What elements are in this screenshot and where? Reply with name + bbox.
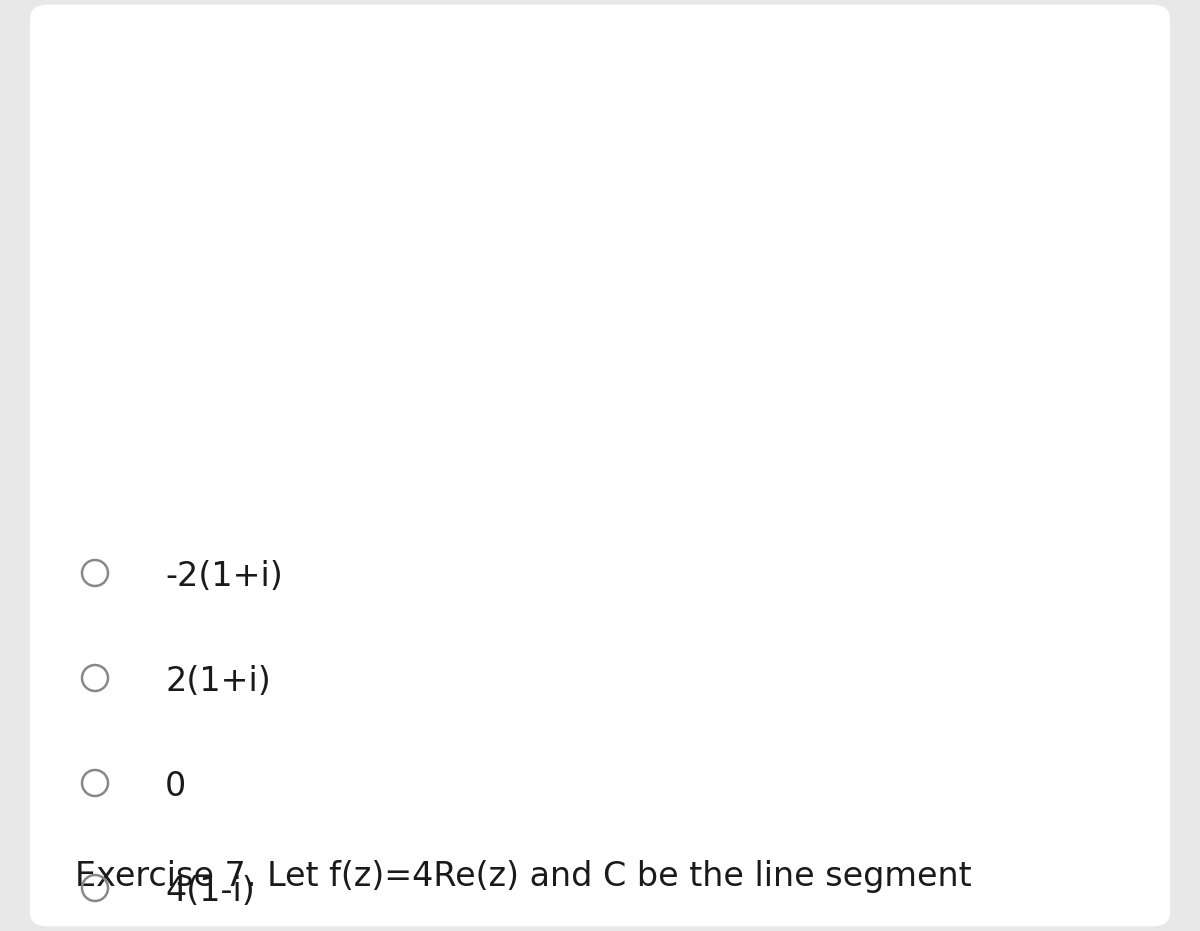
Text: -2(1+i): -2(1+i) bbox=[166, 560, 283, 593]
Text: 4(1-i): 4(1-i) bbox=[166, 875, 254, 908]
Text: Exercise 7. Let f(z)=4Re(z) and C be the line segment: Exercise 7. Let f(z)=4Re(z) and C be the… bbox=[74, 860, 972, 893]
Text: 0: 0 bbox=[166, 770, 186, 803]
Text: 2(1+i): 2(1+i) bbox=[166, 665, 271, 698]
